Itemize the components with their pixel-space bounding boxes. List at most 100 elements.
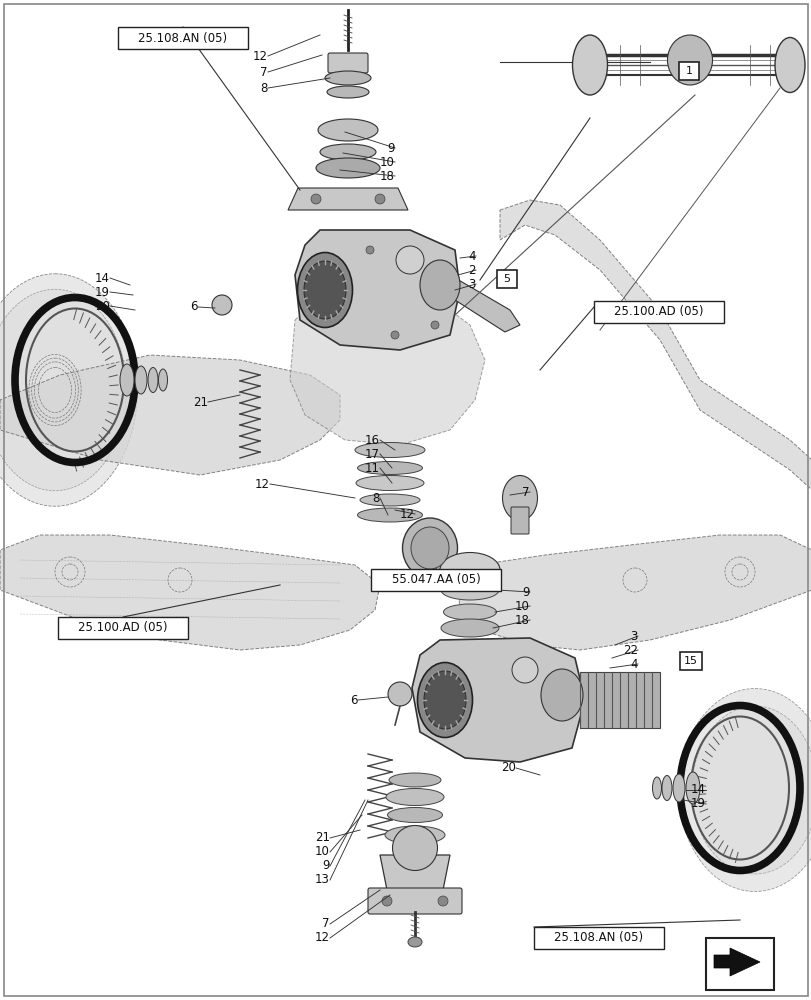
- Polygon shape: [0, 535, 380, 650]
- Ellipse shape: [0, 274, 137, 506]
- Text: 19: 19: [690, 797, 705, 810]
- Text: 25.108.AN (05): 25.108.AN (05): [554, 931, 643, 944]
- Ellipse shape: [502, 476, 537, 520]
- Ellipse shape: [440, 552, 500, 587]
- Text: 19: 19: [95, 286, 109, 298]
- Ellipse shape: [357, 508, 422, 522]
- Text: 12: 12: [315, 931, 329, 944]
- Ellipse shape: [387, 807, 442, 822]
- Circle shape: [381, 896, 392, 906]
- Text: 21: 21: [315, 831, 329, 844]
- Ellipse shape: [359, 494, 419, 506]
- Text: 18: 18: [514, 613, 530, 626]
- Text: 1: 1: [684, 66, 692, 76]
- Text: 14: 14: [95, 271, 109, 284]
- Text: 7: 7: [521, 486, 530, 498]
- Ellipse shape: [315, 158, 380, 178]
- Ellipse shape: [678, 688, 811, 891]
- Polygon shape: [713, 948, 759, 976]
- Text: 7: 7: [322, 917, 329, 930]
- FancyBboxPatch shape: [118, 27, 247, 49]
- Text: 25.100.AD (05): 25.100.AD (05): [78, 621, 168, 635]
- Ellipse shape: [402, 518, 457, 578]
- Polygon shape: [449, 275, 519, 332]
- Text: 9: 9: [322, 859, 329, 872]
- Ellipse shape: [417, 662, 472, 738]
- Text: 2: 2: [468, 263, 475, 276]
- Ellipse shape: [297, 252, 352, 328]
- Circle shape: [375, 194, 384, 204]
- Ellipse shape: [685, 772, 699, 804]
- Circle shape: [431, 321, 439, 329]
- FancyBboxPatch shape: [594, 301, 723, 323]
- Circle shape: [366, 246, 374, 254]
- Ellipse shape: [512, 657, 538, 683]
- Text: 8: 8: [372, 491, 380, 504]
- Text: 25.108.AN (05): 25.108.AN (05): [138, 32, 227, 45]
- Text: 3: 3: [630, 630, 637, 643]
- Ellipse shape: [396, 246, 423, 274]
- Ellipse shape: [443, 604, 496, 620]
- Text: 18: 18: [380, 170, 394, 183]
- FancyBboxPatch shape: [579, 672, 659, 728]
- FancyBboxPatch shape: [534, 927, 663, 949]
- Text: 12: 12: [255, 478, 270, 490]
- Ellipse shape: [410, 527, 448, 569]
- Ellipse shape: [320, 144, 375, 160]
- Ellipse shape: [303, 261, 345, 319]
- Ellipse shape: [667, 35, 711, 85]
- Text: 8: 8: [260, 82, 268, 95]
- Polygon shape: [457, 535, 811, 650]
- Ellipse shape: [774, 38, 804, 93]
- Text: 14: 14: [690, 783, 705, 796]
- Text: 9: 9: [387, 142, 394, 155]
- Circle shape: [437, 896, 448, 906]
- FancyBboxPatch shape: [705, 938, 773, 990]
- Circle shape: [391, 331, 398, 339]
- Ellipse shape: [324, 71, 371, 85]
- FancyBboxPatch shape: [496, 270, 517, 288]
- Text: 12: 12: [253, 50, 268, 63]
- Ellipse shape: [440, 619, 499, 637]
- Ellipse shape: [385, 788, 444, 805]
- Ellipse shape: [355, 476, 423, 490]
- Polygon shape: [288, 188, 407, 210]
- Text: 22: 22: [622, 644, 637, 656]
- Polygon shape: [294, 230, 460, 350]
- Text: 11: 11: [365, 462, 380, 475]
- Text: 21: 21: [193, 395, 208, 408]
- Ellipse shape: [661, 775, 672, 800]
- Ellipse shape: [540, 669, 582, 721]
- Text: 7: 7: [260, 66, 268, 79]
- Text: 9: 9: [521, 585, 530, 598]
- Ellipse shape: [691, 706, 811, 874]
- Text: 15: 15: [683, 656, 697, 666]
- Text: 20: 20: [500, 761, 515, 774]
- Ellipse shape: [384, 826, 444, 844]
- Text: 10: 10: [514, 599, 530, 612]
- Ellipse shape: [672, 774, 684, 802]
- Ellipse shape: [423, 671, 466, 729]
- Text: 6: 6: [191, 300, 198, 314]
- Ellipse shape: [652, 777, 661, 799]
- Circle shape: [212, 295, 232, 315]
- Ellipse shape: [392, 825, 437, 870]
- Ellipse shape: [135, 366, 147, 394]
- Text: 16: 16: [365, 434, 380, 446]
- Ellipse shape: [148, 367, 158, 392]
- Ellipse shape: [120, 364, 134, 396]
- Polygon shape: [380, 855, 449, 890]
- Circle shape: [311, 194, 320, 204]
- Text: 25.100.AD (05): 25.100.AD (05): [613, 306, 703, 318]
- FancyBboxPatch shape: [328, 53, 367, 73]
- FancyBboxPatch shape: [371, 569, 500, 591]
- Ellipse shape: [318, 119, 378, 141]
- FancyBboxPatch shape: [510, 507, 528, 534]
- Ellipse shape: [357, 462, 422, 475]
- Ellipse shape: [158, 369, 167, 391]
- FancyBboxPatch shape: [678, 62, 698, 80]
- Text: 4: 4: [468, 249, 475, 262]
- FancyBboxPatch shape: [679, 652, 702, 670]
- Ellipse shape: [388, 773, 440, 787]
- Ellipse shape: [327, 86, 368, 98]
